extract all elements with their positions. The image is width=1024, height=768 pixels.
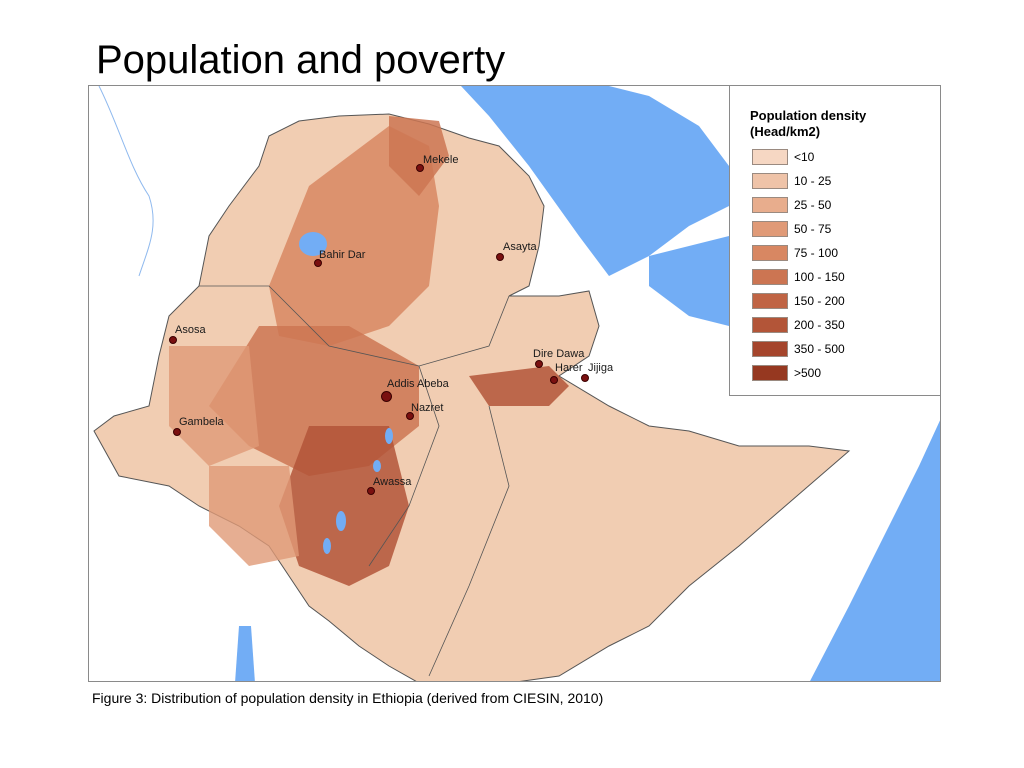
lake-tana (299, 232, 327, 256)
legend-swatch (752, 317, 788, 333)
regional-border (199, 285, 510, 367)
legend-swatch (752, 293, 788, 309)
legend-label: 200 - 350 (794, 318, 845, 332)
indian-ocean (810, 420, 940, 681)
city-label-addis-abeba: Addis Abeba (387, 378, 449, 390)
rift-lake (385, 428, 393, 444)
map-canvas (93, 86, 940, 681)
river (98, 86, 154, 277)
regional-border (368, 365, 440, 567)
legend-label: 150 - 200 (794, 294, 845, 308)
rift-lake (373, 460, 381, 472)
red-sea (461, 86, 749, 276)
city-dot-awassa (367, 487, 375, 495)
city-dot-nazret (406, 412, 414, 420)
legend-swatch (752, 269, 788, 285)
city-dot-addis-abeba (381, 391, 392, 402)
regional-border (428, 405, 510, 677)
figure-caption: Figure 3: Distribution of population den… (92, 690, 604, 706)
city-label-asosa: Asosa (175, 324, 206, 336)
legend-swatch (752, 149, 788, 165)
legend-label: 75 - 100 (794, 246, 839, 260)
city-label-asayta: Asayta (503, 241, 537, 253)
rift-lake (336, 511, 346, 531)
city-dot-gambela (173, 428, 181, 436)
city-label-dire-dawa: Dire Dawa (533, 348, 585, 360)
density-region-east-highland (469, 366, 569, 406)
city-label-gambela: Gambela (179, 416, 224, 428)
lake-turkana (235, 626, 255, 681)
city-dot-dire-dawa (535, 360, 543, 368)
city-label-jijiga: Jijiga (588, 362, 614, 374)
legend-title-line2: (Head/km2) (750, 124, 821, 139)
city-dot-asayta (496, 253, 504, 261)
city-dot-harer (550, 376, 558, 384)
city-label-mekele: Mekele (423, 154, 459, 166)
page-title: Population and poverty (96, 38, 506, 82)
legend-swatch (752, 221, 788, 237)
legend-swatch (752, 365, 788, 381)
city-label-harer: Harer (555, 362, 583, 374)
city-dot-mekele (416, 164, 424, 172)
legend-title: Population density (Head/km2) (750, 108, 866, 140)
rift-lake (323, 538, 331, 554)
legend-title-line1: Population density (750, 108, 867, 123)
density-region-highland-north (269, 126, 439, 346)
legend-swatch (752, 245, 788, 261)
city-dot-bahir-dar (314, 259, 322, 267)
city-label-bahir-dar: Bahir Dar (319, 249, 366, 261)
city-label-awassa: Awassa (373, 476, 412, 488)
density-region-west (169, 346, 259, 466)
city-dot-asosa (169, 336, 177, 344)
legend-swatch (752, 197, 788, 213)
legend-swatch (752, 173, 788, 189)
legend-label: 50 - 75 (794, 222, 832, 236)
city-label-nazret: Nazret (411, 402, 444, 414)
map-legend: Population density (Head/km2) <10 10 - 25… (729, 85, 941, 396)
legend-label: 350 - 500 (794, 342, 845, 356)
legend-label: 100 - 150 (794, 270, 845, 284)
density-region-southwest (209, 466, 299, 566)
density-region-tigray (389, 116, 449, 196)
legend-label: >500 (794, 366, 822, 380)
legend-label: 10 - 25 (794, 174, 832, 188)
city-dot-jijiga (581, 374, 589, 382)
legend-label: 25 - 50 (794, 198, 832, 212)
legend-label: <10 (794, 150, 815, 164)
legend-swatch (752, 341, 788, 357)
gulf-of-aden (649, 236, 729, 326)
